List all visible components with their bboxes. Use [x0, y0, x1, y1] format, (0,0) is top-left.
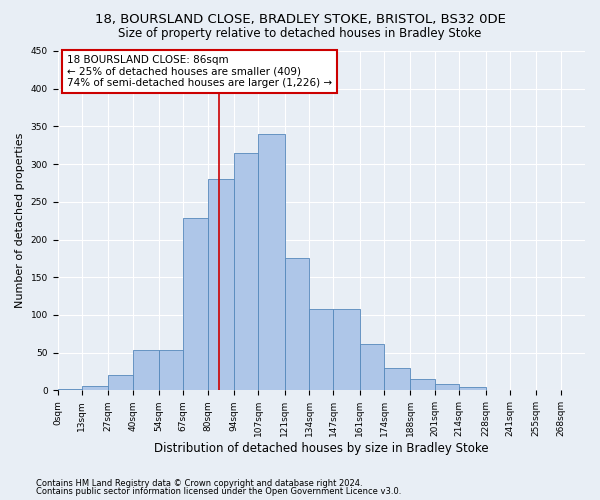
Y-axis label: Number of detached properties: Number of detached properties [15, 133, 25, 308]
Text: Contains HM Land Registry data © Crown copyright and database right 2024.: Contains HM Land Registry data © Crown c… [36, 478, 362, 488]
Bar [384, 368, 410, 390]
Bar [309, 309, 334, 390]
Bar [234, 153, 259, 390]
Bar [435, 384, 459, 390]
Bar [284, 258, 309, 390]
Bar [108, 376, 133, 390]
Bar [360, 344, 384, 390]
Bar [183, 218, 208, 390]
Text: 18, BOURSLAND CLOSE, BRADLEY STOKE, BRISTOL, BS32 0DE: 18, BOURSLAND CLOSE, BRADLEY STOKE, BRIS… [95, 12, 505, 26]
Bar [459, 386, 485, 390]
Text: Size of property relative to detached houses in Bradley Stoke: Size of property relative to detached ho… [118, 28, 482, 40]
Bar [133, 350, 159, 391]
Bar [208, 179, 234, 390]
Bar [334, 309, 360, 390]
Bar [58, 389, 82, 390]
Bar [259, 134, 284, 390]
X-axis label: Distribution of detached houses by size in Bradley Stoke: Distribution of detached houses by size … [154, 442, 488, 455]
Text: Contains public sector information licensed under the Open Government Licence v3: Contains public sector information licen… [36, 487, 401, 496]
Bar [159, 350, 183, 391]
Text: 18 BOURSLAND CLOSE: 86sqm
← 25% of detached houses are smaller (409)
74% of semi: 18 BOURSLAND CLOSE: 86sqm ← 25% of detac… [67, 55, 332, 88]
Bar [82, 386, 108, 390]
Bar [410, 379, 435, 390]
